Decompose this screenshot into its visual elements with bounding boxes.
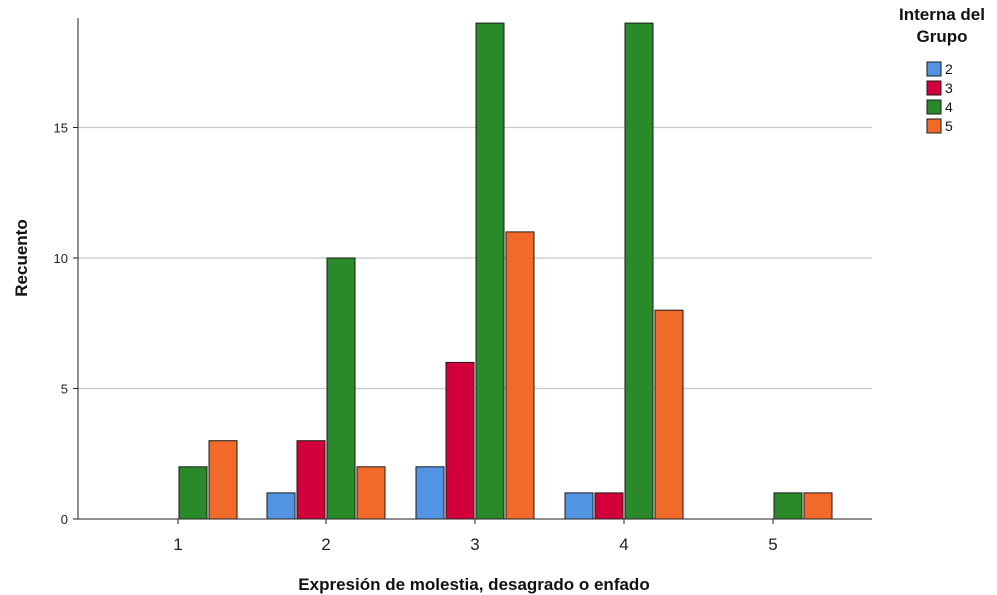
bars (178, 22, 833, 520)
x-tick-label: 5 (768, 535, 777, 554)
legend-swatch (926, 99, 942, 115)
y-tick-label: 10 (54, 251, 68, 266)
x-tick-label: 4 (619, 535, 628, 554)
legend: Interna del Grupo 2 3 4 5 (899, 5, 985, 134)
y-tick-label: 15 (54, 121, 68, 136)
legend-label: 4 (945, 99, 953, 115)
bar-series-4-cat-4 (624, 22, 654, 520)
bar-series-4-cat-1 (178, 466, 208, 520)
bar-series-5-cat-4 (654, 309, 684, 520)
y-tick-label: 0 (61, 512, 68, 527)
bar-series-2-cat-2 (266, 492, 296, 520)
bar-series-2-cat-3 (415, 466, 445, 520)
y-axis-title: Recuento (12, 219, 31, 296)
legend-swatch (926, 61, 942, 77)
legend-swatch (926, 118, 942, 134)
bar-series-4-cat-3 (475, 22, 505, 520)
legend-label: 2 (945, 61, 953, 77)
bar-series-2-cat-4 (564, 492, 594, 520)
bar-series-4-cat-2 (326, 257, 356, 520)
y-tick-labels: 0 5 10 15 (54, 121, 78, 527)
bar-series-3-cat-3 (445, 361, 475, 520)
x-tick-label: 1 (173, 535, 182, 554)
legend-title-line1: Interna del (899, 5, 985, 24)
bar-series-3-cat-2 (296, 440, 326, 520)
legend-item-3: 3 (926, 80, 953, 96)
gridlines (78, 126, 872, 390)
x-tick-label: 2 (321, 535, 330, 554)
y-tick-label: 5 (61, 382, 68, 397)
legend-item-4: 4 (926, 99, 953, 115)
axes (77, 18, 872, 520)
bar-series-5-cat-5 (803, 492, 833, 520)
bar-series-5-cat-2 (356, 466, 386, 520)
legend-swatch (926, 80, 942, 96)
bar-series-4-cat-5 (773, 492, 803, 520)
x-tick-labels: 1 2 3 4 5 (173, 519, 778, 554)
legend-title-line2: Grupo (917, 27, 968, 46)
legend-label: 5 (945, 118, 953, 134)
bar-series-3-cat-4 (594, 492, 624, 520)
bar-series-5-cat-1 (208, 440, 238, 520)
legend-item-5: 5 (926, 118, 953, 134)
x-axis-title: Expresión de molestia, desagrado o enfad… (298, 575, 649, 594)
bar-series-5-cat-3 (505, 231, 535, 520)
legend-item-2: 2 (926, 61, 953, 77)
x-tick-label: 3 (470, 535, 479, 554)
legend-label: 3 (945, 80, 953, 96)
